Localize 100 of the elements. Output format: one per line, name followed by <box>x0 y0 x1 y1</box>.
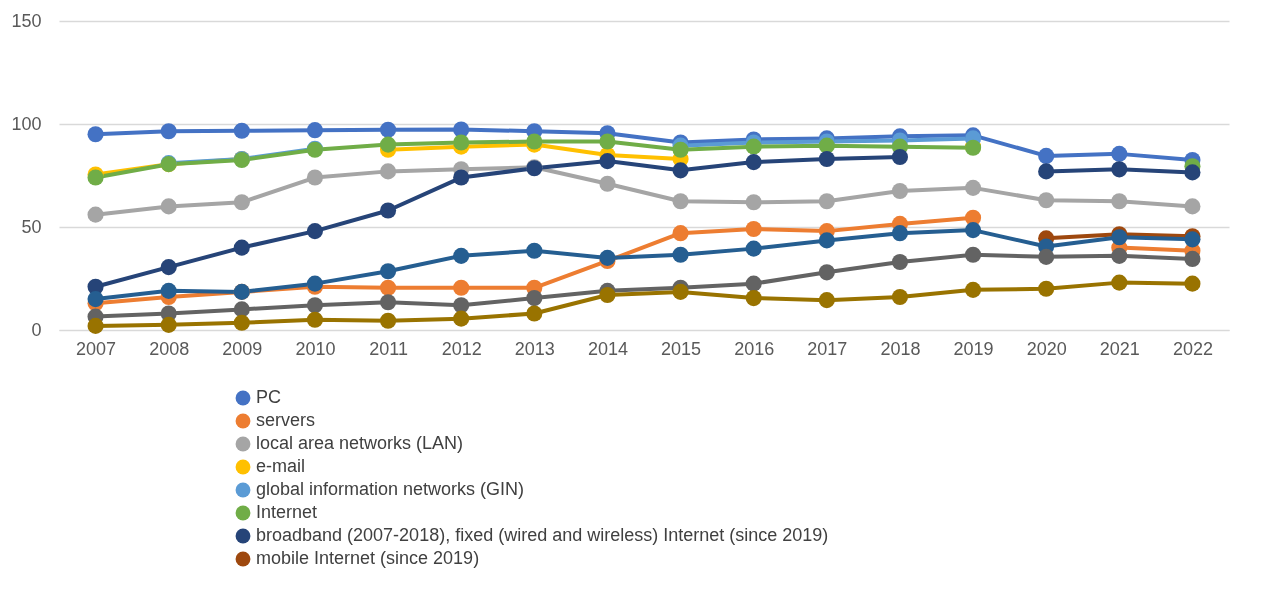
point <box>160 198 177 215</box>
legend-label: local area networks (LAN) <box>256 433 464 453</box>
x-tick-label: 2013 <box>514 338 555 359</box>
point <box>672 141 689 158</box>
point <box>453 247 470 264</box>
point <box>526 290 543 307</box>
point <box>380 312 397 329</box>
point <box>818 232 835 249</box>
point <box>818 264 835 281</box>
point <box>87 291 104 308</box>
point <box>1038 192 1055 209</box>
legend-label: servers <box>256 410 316 430</box>
point <box>1111 145 1128 162</box>
x-tick-label: 2011 <box>369 338 408 359</box>
legend-label: PC <box>256 387 282 407</box>
point <box>380 136 397 153</box>
x-tick-label: 2015 <box>661 338 702 359</box>
x-tick-label: 2016 <box>734 338 775 359</box>
point <box>965 246 982 263</box>
point <box>745 138 762 155</box>
point <box>160 316 177 333</box>
point <box>306 297 323 314</box>
point <box>745 290 762 307</box>
legend-label: mobile Internet (since 2019) <box>256 548 480 568</box>
y-tick-label: 50 <box>21 216 42 237</box>
point <box>233 122 250 139</box>
point <box>380 121 397 138</box>
point <box>526 305 543 322</box>
point <box>599 286 616 304</box>
point <box>891 253 908 271</box>
point <box>306 223 323 240</box>
x-tick-label: 2014 <box>587 338 628 359</box>
point <box>1184 198 1201 215</box>
point <box>599 249 616 266</box>
x-tick-label: 2018 <box>880 338 921 359</box>
point <box>1038 163 1055 180</box>
legend-label: global information networks (GIN) <box>256 479 525 499</box>
point <box>745 221 762 238</box>
point <box>1111 274 1128 291</box>
y-tick-label: 100 <box>11 113 42 134</box>
point <box>160 282 177 299</box>
point <box>965 179 982 196</box>
x-tick-label: 2017 <box>807 338 848 359</box>
x-tick-label: 2020 <box>1026 338 1067 359</box>
point <box>891 182 908 199</box>
point <box>380 163 397 180</box>
point <box>1038 147 1055 164</box>
x-tick-label: 2008 <box>149 338 190 359</box>
point <box>1184 250 1201 267</box>
point <box>599 175 616 192</box>
y-tick-label: 0 <box>31 319 42 340</box>
x-tick-label: 2019 <box>953 338 994 359</box>
point <box>526 242 543 259</box>
point <box>87 126 104 143</box>
point <box>965 281 982 298</box>
point <box>233 194 250 211</box>
point <box>891 148 908 166</box>
point <box>380 279 397 296</box>
point <box>453 310 470 327</box>
point <box>453 279 470 296</box>
point <box>87 206 104 223</box>
legend-label: Internet <box>256 502 318 522</box>
point <box>233 301 250 318</box>
point <box>672 193 689 210</box>
y-tick-label: 150 <box>11 10 42 31</box>
point <box>745 275 762 292</box>
x-tick-label: 2022 <box>1172 338 1213 359</box>
point <box>160 123 177 140</box>
legend-label: broadband (2007-2018), fixed (wired and wireless) Internet (since 2019) <box>256 525 829 545</box>
legend-label: e-mail <box>256 456 306 476</box>
point <box>891 225 908 242</box>
point <box>745 240 762 257</box>
point <box>745 154 762 171</box>
x-tick-label: 2007 <box>76 338 117 359</box>
point <box>672 283 689 300</box>
point <box>380 263 397 280</box>
point <box>1111 193 1128 210</box>
point <box>672 162 689 179</box>
point <box>233 314 250 331</box>
point <box>1184 275 1201 292</box>
point <box>672 246 689 263</box>
point <box>891 288 908 306</box>
point <box>380 294 397 311</box>
point <box>1111 161 1128 178</box>
point <box>818 150 835 168</box>
point <box>160 259 177 276</box>
x-tick-label: 2012 <box>441 338 482 359</box>
point <box>453 134 470 151</box>
point <box>380 202 397 219</box>
x-tick-label: 2010 <box>295 338 336 359</box>
point <box>818 193 835 210</box>
x-tick-label: 2009 <box>222 338 263 359</box>
point <box>1038 280 1055 297</box>
point <box>599 133 616 150</box>
point <box>965 222 982 239</box>
point <box>1038 248 1055 265</box>
point <box>233 239 250 256</box>
point <box>306 311 323 328</box>
point <box>453 169 470 186</box>
point <box>306 122 323 139</box>
